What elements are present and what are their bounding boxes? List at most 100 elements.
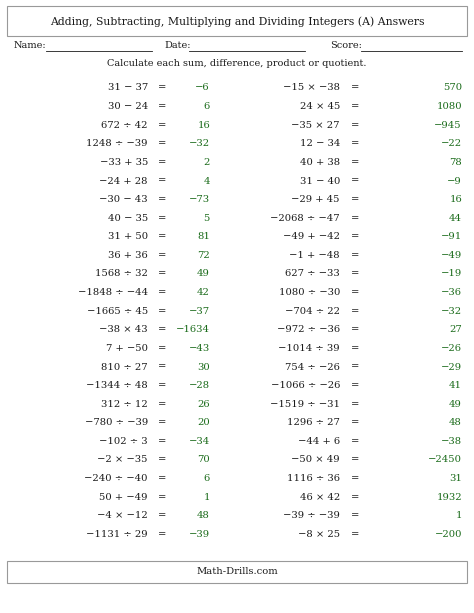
Text: −26: −26 <box>441 344 462 353</box>
Text: −2068 ÷ −47: −2068 ÷ −47 <box>270 214 340 223</box>
Text: 1116 ÷ 36: 1116 ÷ 36 <box>287 474 340 483</box>
Text: 1932: 1932 <box>437 493 462 501</box>
Text: =: = <box>351 437 359 446</box>
Text: =: = <box>158 400 166 409</box>
Text: =: = <box>351 251 359 260</box>
Text: =: = <box>351 232 359 242</box>
Text: 36 + 36: 36 + 36 <box>108 251 148 260</box>
Text: =: = <box>158 139 166 148</box>
Text: =: = <box>351 158 359 167</box>
FancyBboxPatch shape <box>7 561 467 583</box>
Text: 1248 ÷ −39: 1248 ÷ −39 <box>86 139 148 148</box>
Text: =: = <box>351 362 359 371</box>
Text: =: = <box>158 418 166 427</box>
Text: 81: 81 <box>197 232 210 242</box>
Text: 312 ÷ 12: 312 ÷ 12 <box>101 400 148 409</box>
Text: 16: 16 <box>449 195 462 204</box>
Text: 4: 4 <box>203 177 210 186</box>
Text: =: = <box>351 455 359 465</box>
Text: =: = <box>351 102 359 111</box>
Text: =: = <box>158 177 166 186</box>
Text: =: = <box>158 288 166 297</box>
Text: =: = <box>351 121 359 130</box>
Text: =: = <box>351 83 359 93</box>
Text: −29 + 45: −29 + 45 <box>292 195 340 204</box>
Text: 20: 20 <box>197 418 210 427</box>
Text: =: = <box>158 232 166 242</box>
Text: 1080 ÷ −30: 1080 ÷ −30 <box>279 288 340 297</box>
Text: =: = <box>158 326 166 334</box>
Text: −1665 ÷ 45: −1665 ÷ 45 <box>87 306 148 316</box>
Text: 672 ÷ 42: 672 ÷ 42 <box>101 121 148 130</box>
Text: =: = <box>158 121 166 130</box>
Text: =: = <box>158 214 166 223</box>
Text: 5: 5 <box>204 214 210 223</box>
Text: =: = <box>158 102 166 111</box>
Text: 627 ÷ −33: 627 ÷ −33 <box>285 270 340 278</box>
Text: =: = <box>158 251 166 260</box>
Text: −39 ÷ −39: −39 ÷ −39 <box>283 511 340 520</box>
Text: −24 + 28: −24 + 28 <box>100 177 148 186</box>
Text: −704 ÷ 22: −704 ÷ 22 <box>285 306 340 316</box>
Text: 40 + 38: 40 + 38 <box>300 158 340 167</box>
Text: −240 ÷ −40: −240 ÷ −40 <box>84 474 148 483</box>
FancyBboxPatch shape <box>7 6 467 36</box>
Text: 72: 72 <box>197 251 210 260</box>
Text: =: = <box>158 344 166 353</box>
Text: 6: 6 <box>204 102 210 111</box>
Text: =: = <box>351 270 359 278</box>
Text: =: = <box>351 400 359 409</box>
Text: =: = <box>158 530 166 539</box>
Text: =: = <box>158 437 166 446</box>
Text: Adding, Subtracting, Multiplying and Dividing Integers (A) Answers: Adding, Subtracting, Multiplying and Div… <box>50 17 424 28</box>
Text: 27: 27 <box>449 326 462 334</box>
Text: =: = <box>158 381 166 390</box>
Text: 40 − 35: 40 − 35 <box>108 214 148 223</box>
Text: −9: −9 <box>447 177 462 186</box>
Text: =: = <box>351 511 359 520</box>
Text: −49: −49 <box>441 251 462 260</box>
Text: −972 ÷ −36: −972 ÷ −36 <box>277 326 340 334</box>
Text: −22: −22 <box>441 139 462 148</box>
Text: −1131 ÷ 29: −1131 ÷ 29 <box>86 530 148 539</box>
Text: 1: 1 <box>456 511 462 520</box>
Text: −38 × 43: −38 × 43 <box>100 326 148 334</box>
Text: Calculate each sum, difference, product or quotient.: Calculate each sum, difference, product … <box>107 58 367 67</box>
Text: =: = <box>158 195 166 204</box>
Text: −8 × 25: −8 × 25 <box>298 530 340 539</box>
Text: −49 + −42: −49 + −42 <box>283 232 340 242</box>
Text: 48: 48 <box>449 418 462 427</box>
Text: −945: −945 <box>434 121 462 130</box>
Text: 7 + −50: 7 + −50 <box>106 344 148 353</box>
Text: −1634: −1634 <box>176 326 210 334</box>
Text: =: = <box>351 530 359 539</box>
Text: Date:: Date: <box>164 42 191 50</box>
Text: −1519 ÷ −31: −1519 ÷ −31 <box>270 400 340 409</box>
Text: =: = <box>158 158 166 167</box>
Text: −15 × −38: −15 × −38 <box>283 83 340 93</box>
Text: 570: 570 <box>443 83 462 93</box>
Text: −1344 ÷ 48: −1344 ÷ 48 <box>86 381 148 390</box>
Text: −34: −34 <box>189 437 210 446</box>
Text: 1296 ÷ 27: 1296 ÷ 27 <box>287 418 340 427</box>
Text: −32: −32 <box>441 306 462 316</box>
Text: =: = <box>351 195 359 204</box>
Text: −33 + 35: −33 + 35 <box>100 158 148 167</box>
Text: −1014 ÷ 39: −1014 ÷ 39 <box>278 344 340 353</box>
Text: =: = <box>351 326 359 334</box>
Text: 31 − 40: 31 − 40 <box>300 177 340 186</box>
Text: −32: −32 <box>189 139 210 148</box>
Text: =: = <box>158 83 166 93</box>
Text: −102 ÷ 3: −102 ÷ 3 <box>100 437 148 446</box>
Text: 2: 2 <box>204 158 210 167</box>
Text: −1 + −48: −1 + −48 <box>289 251 340 260</box>
Text: −91: −91 <box>441 232 462 242</box>
Text: 26: 26 <box>197 400 210 409</box>
Text: 31 − 37: 31 − 37 <box>108 83 148 93</box>
Text: =: = <box>351 493 359 501</box>
Text: 46 × 42: 46 × 42 <box>300 493 340 501</box>
Text: −50 × 49: −50 × 49 <box>292 455 340 465</box>
Text: −30 − 43: −30 − 43 <box>100 195 148 204</box>
Text: −43: −43 <box>189 344 210 353</box>
Text: =: = <box>351 344 359 353</box>
